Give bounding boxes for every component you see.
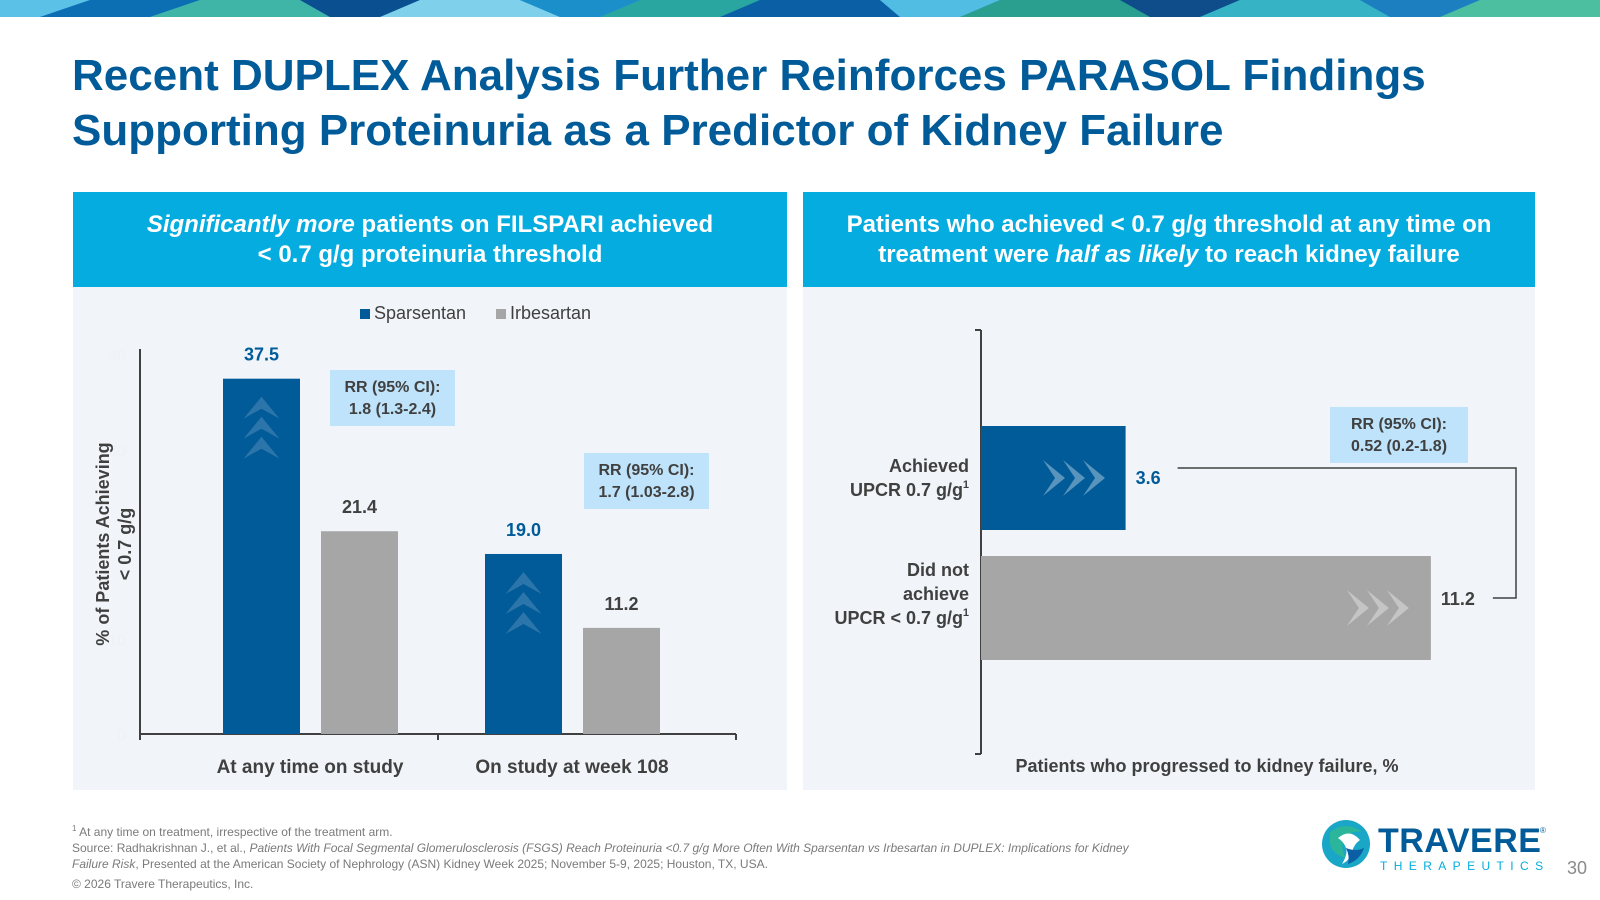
- bar-chevron-1-2: [243, 416, 280, 439]
- source-title: Patients With Focal Segmental Glomerulos…: [72, 841, 1129, 871]
- footnotes: 1 At any time on treatment, irrespective…: [72, 821, 1152, 892]
- right-header-line-1: Patients who achieved < 0.7 g/g threshol…: [846, 210, 1492, 238]
- hbar-category-1-footnote: 1: [963, 479, 969, 491]
- rr-connector-line: [1177, 467, 1517, 599]
- hbar-category-2-line-3: UPCR < 0.7 g/g: [834, 608, 963, 628]
- slide-title-line-2: Supporting Proteinuria as a Predictor of…: [72, 106, 1224, 155]
- rr-box-1-line-1: RR (95% CI):: [344, 379, 440, 396]
- bar-chevron-1-3: [243, 436, 280, 459]
- footnote-1: 1 At any time on treatment, irrespective…: [72, 821, 1152, 840]
- x-category-label-1: At any time on study: [217, 757, 404, 778]
- logo-subtitle: THERAPEUTICS: [1380, 859, 1550, 873]
- data-label-irbesartan-2: 11.2: [604, 594, 638, 614]
- right-panel-header: Patients who achieved < 0.7 g/g threshol…: [803, 192, 1535, 287]
- hbar-chevron-2-3: [1386, 590, 1409, 626]
- x-category-label-2: On study at week 108: [475, 757, 668, 778]
- left-header-line-1-rest: patients on FILSPARI achieved: [354, 210, 714, 238]
- bar-chevron-2-1: [505, 571, 542, 594]
- rr-box-2-line-1: RR (95% CI):: [598, 462, 694, 479]
- data-label-sparsentan-1: 37.5: [244, 345, 279, 365]
- bar-chevron-2-2: [505, 591, 542, 614]
- bar-irbesartan-2: [583, 627, 660, 734]
- rr-box-1: [330, 370, 455, 426]
- y-axis-title-line-1: % of Patients Achieving: [93, 442, 113, 645]
- hbar-chevron-1-3: [1083, 460, 1105, 496]
- bar-sparsentan-1: [223, 378, 300, 734]
- bar-sparsentan-2: [485, 553, 562, 734]
- left-chart-panel: Significantly more patients on FILSPARI …: [73, 192, 787, 790]
- y-tick-label-40: 40: [108, 348, 126, 365]
- hbar-category-2-line-2: achieve: [903, 584, 969, 604]
- rr-box-3-line-1: RR (95% CI):: [1351, 416, 1447, 433]
- right-header-line-2-pre: treatment were: [878, 240, 1056, 268]
- proteinuria-bar-chart: 0 10 20 30 40 % of Patients Achieving < 0.7 g/…: [93, 303, 737, 778]
- left-header-line-2: < 0.7 g/g proteinuria threshold: [257, 240, 603, 268]
- hbar-2: [981, 556, 1431, 660]
- rr-box-1-line-2: 1.8 (1.3-2.4): [349, 401, 436, 418]
- hbar-category-2-footnote: 1: [963, 607, 969, 619]
- logo-registered-mark: ®: [1540, 826, 1546, 835]
- right-header-line-2: treatment were half as likely to reach k…: [803, 240, 1535, 270]
- slide-title-line-1: Recent DUPLEX Analysis Further Reinforce…: [72, 51, 1426, 100]
- footnote-1-text: At any time on treatment, irrespective o…: [76, 825, 393, 839]
- hbar-category-1-line-2: UPCR 0.7 g/g: [850, 480, 963, 500]
- travere-logo-icon: [1322, 820, 1370, 868]
- bar-chevron-1-1: [243, 396, 280, 419]
- x-axis-title: Patients who progressed to kidney failur…: [1015, 756, 1398, 776]
- y-tick-label-10: 10: [108, 632, 126, 649]
- bar-chevron-2-3: [505, 611, 542, 634]
- hbar-chevron-2-1: [1346, 590, 1369, 626]
- footnote-1-marker: 1: [72, 824, 77, 833]
- hbar-category-1-line-1: Achieved: [889, 456, 969, 476]
- legend-swatch-sparsentan: [360, 309, 370, 319]
- legend-label-irbesartan: Irbesartan: [510, 303, 591, 323]
- y-axis-title: % of Patients Achieving < 0.7 g/g: [93, 442, 135, 645]
- rr-box-2: [584, 453, 709, 509]
- legend-swatch-irbesartan: [496, 309, 506, 319]
- source-citation: Source: Radhakrishnan J., et al., Patien…: [72, 840, 1152, 872]
- hbar-chevron-1-2: [1063, 460, 1085, 496]
- hbar-value-label-2: 11.2: [1441, 589, 1475, 609]
- source-suffix: , Presented at the American Society of N…: [135, 857, 768, 871]
- left-panel-header: Significantly more patients on FILSPARI …: [73, 192, 787, 287]
- rr-box-3-line-2: 0.52 (0.2-1.8): [1351, 438, 1447, 455]
- decorative-top-band: [0, 0, 1600, 17]
- logo-wordmark: TRAVERE: [1378, 822, 1542, 860]
- left-header-emphasis: Significantly more: [146, 210, 355, 238]
- right-chart-panel: Patients who achieved < 0.7 g/g threshol…: [803, 192, 1535, 790]
- y-axis-title-line-2: < 0.7 g/g: [115, 508, 135, 581]
- hbar-chevron-2-2: [1366, 590, 1389, 626]
- page-number: 30: [1567, 858, 1588, 878]
- y-tick-label-30: 30: [108, 443, 126, 460]
- hbar-category-2-line-1: Did not: [907, 560, 969, 580]
- copyright: © 2026 Travere Therapeutics, Inc.: [72, 877, 254, 891]
- hbar-chevron-1-1: [1043, 460, 1065, 496]
- y-tick-label-20: 20: [108, 538, 126, 555]
- rr-box-2-line-2: 1.7 (1.03-2.8): [598, 484, 694, 501]
- data-label-sparsentan-2: 19.0: [506, 520, 541, 540]
- left-header-line-1: Significantly more patients on FILSPARI …: [73, 210, 787, 240]
- right-header-line-2-post: to reach kidney failure: [1198, 240, 1460, 268]
- source-prefix: Source: Radhakrishnan J., et al.,: [72, 841, 250, 855]
- data-label-irbesartan-1: 21.4: [342, 497, 377, 517]
- hbar-1: [981, 426, 1126, 530]
- legend-label-sparsentan: Sparsentan: [374, 303, 466, 323]
- travere-logo: TRAVERE ® THERAPEUTICS: [1318, 818, 1548, 876]
- slide-title: Recent DUPLEX Analysis Further Reinforce…: [72, 48, 1552, 158]
- right-header-emphasis: half as likely: [1055, 240, 1199, 268]
- bar-irbesartan-1: [321, 531, 398, 734]
- hbar-value-label-1: 3.6: [1136, 468, 1161, 488]
- rr-box-3: [1330, 407, 1468, 463]
- y-tick-label-0: 0: [117, 727, 126, 744]
